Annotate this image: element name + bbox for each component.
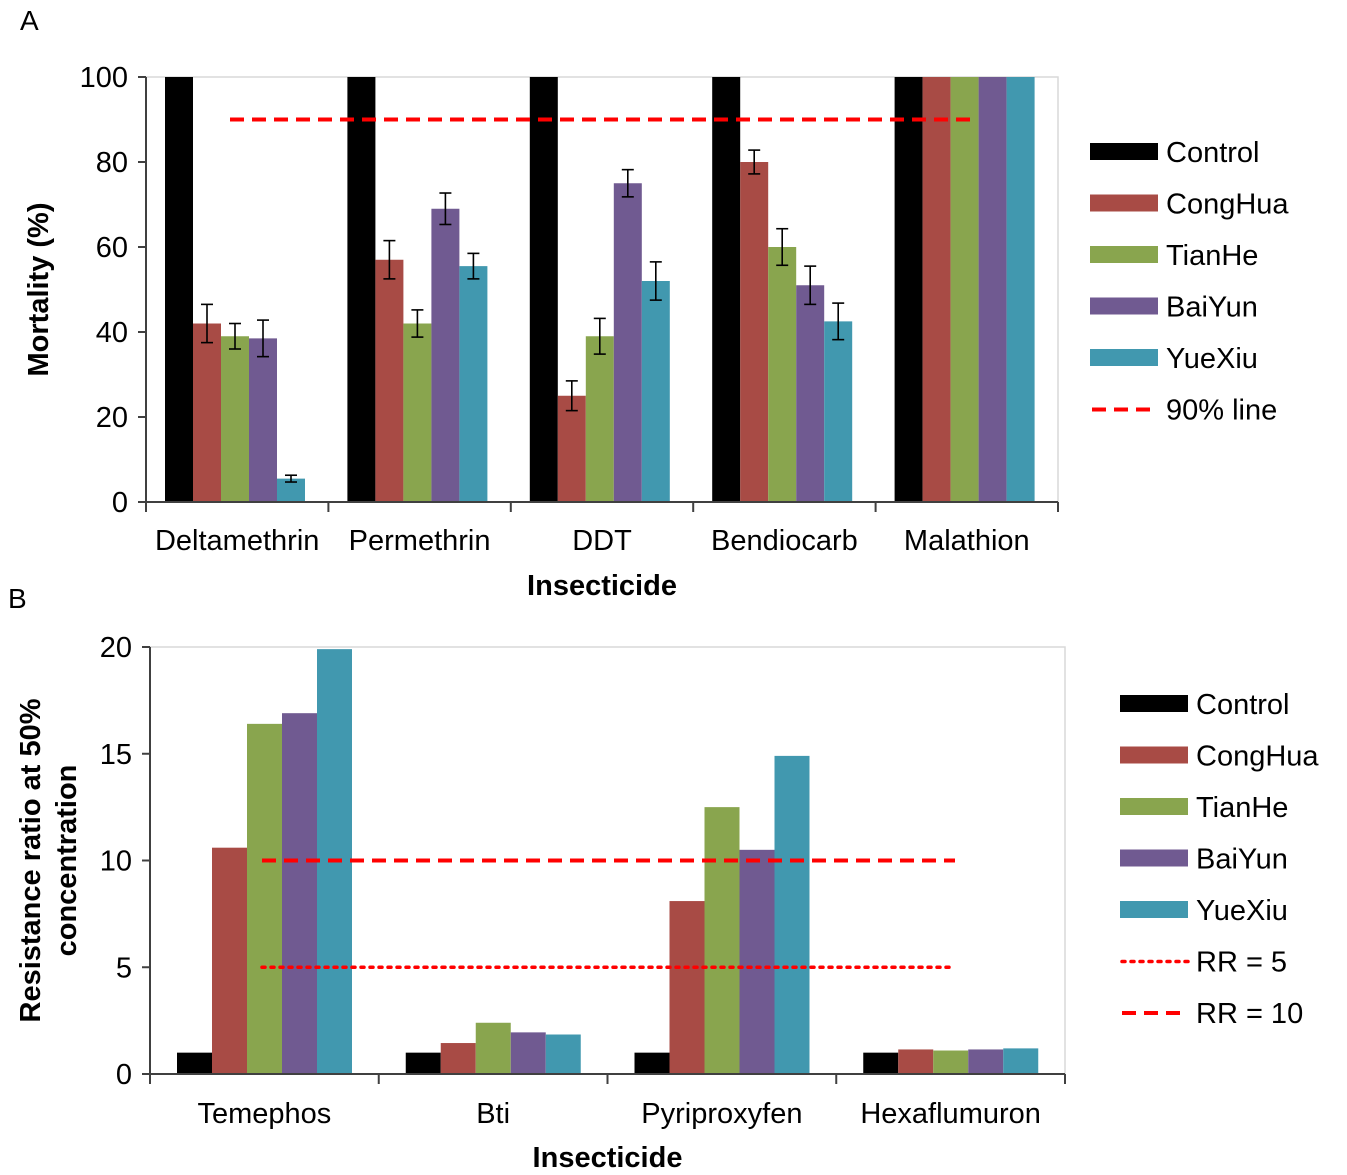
bar-yuexiu-malathion [1006,77,1035,502]
legend-label-conghua: CongHua [1166,189,1289,221]
bar-baiyun-ddt [613,183,642,502]
bar-tianhe-pyriproxyfen [704,807,740,1074]
legend-label-rr-5: RR = 5 [1196,947,1287,979]
bar-baiyun-bti [510,1032,546,1074]
bar-tianhe-bendiocarb [768,247,797,502]
x-tick-label-permethrin: Permethrin [349,525,491,557]
bar-conghua-hexaflumuron [898,1049,934,1074]
bar-baiyun-hexaflumuron [968,1049,1004,1074]
bar-conghua-pyriproxyfen [669,901,705,1074]
legend-label-control: Control [1166,137,1260,169]
y-tick-label: 5 [116,952,132,984]
panel-label: A [20,5,39,36]
x-axis-title: Insecticide [527,570,677,600]
bar-baiyun-pyriproxyfen [739,849,775,1074]
y-tick-label: 20 [100,632,132,664]
legend-label-90-line: 90% line [1166,395,1277,427]
y-tick-label: 100 [80,62,128,94]
bar-conghua-permethrin [375,259,404,502]
bar-tianhe-hexaflumuron [933,1050,969,1074]
bar-control-temephos [177,1052,212,1074]
x-tick-label-pyriproxyfen: Pyriproxyfen [641,1098,802,1130]
y-tick-label: 80 [96,147,128,179]
bar-tianhe-deltamethrin [221,336,249,502]
legend-swatch-conghua [1090,194,1158,212]
bar-control-ddt [529,77,558,502]
legend-swatch-yuexiu [1090,349,1158,366]
x-tick-label-ddt: DDT [572,525,632,557]
legend-swatch-control [1090,143,1158,160]
legend-label-yuexiu: YueXiu [1196,895,1288,927]
x-tick-label-temephos: Temephos [197,1098,331,1130]
legend-label-baiyun: BaiYun [1166,292,1258,324]
chart-panel-b: B 0 5 10 15 20 Temephos Bti Pyriproxyfen Hexaflum… [0,580,1347,1174]
bar-baiyun-bendiocarb [796,285,825,502]
y-tick-label: 60 [96,232,128,264]
bar-tianhe-ddt [585,336,614,502]
legend-swatch-conghua [1120,746,1188,764]
x-tick-label-bti: Bti [476,1098,510,1130]
chart-panel-a: A 0 20 40 60 80 100 Deltamethrin Permethrin DDT Be… [20,5,1289,602]
bar-control-pyriproxyfen [634,1052,670,1074]
chart-a-svg: A 0 20 40 60 80 100 Deltamethrin Permethrin DDT Be… [20,5,1289,602]
bar-control-bendiocarb [712,77,741,502]
y-axis-title-line: Resistance ratio at 50% [15,698,47,1022]
bar-control-hexaflumuron [863,1052,899,1074]
legend-swatch-tianhe [1120,798,1188,815]
y-axis-title: Mortality (%) [23,203,55,377]
legend-swatch-yuexiu [1120,901,1188,918]
bar-conghua-bti [440,1043,476,1074]
legend-label-baiyun: BaiYun [1196,844,1288,876]
x-tick-label-hexaflumuron: Hexaflumuron [860,1098,1041,1130]
y-tick-label: 0 [116,1059,132,1091]
bar-control-permethrin [347,77,376,502]
bar-baiyun-temephos [282,713,317,1074]
legend-label-yuexiu: YueXiu [1166,343,1258,375]
bar-tianhe-bti [475,1022,511,1074]
x-tick-label-deltamethrin: Deltamethrin [155,525,319,557]
y-tick-label: 40 [96,317,128,349]
legend-label-conghua: CongHua [1196,741,1319,773]
y-tick-label: 20 [96,402,128,434]
bar-conghua-ddt [557,395,586,502]
x-axis-title: Insecticide [533,1142,683,1170]
bar-conghua-malathion [922,77,951,502]
bar-yuexiu-deltamethrin [277,478,305,502]
bar-baiyun-malathion [978,77,1007,502]
y-tick-label: 0 [112,487,128,519]
bar-yuexiu-ddt [641,281,670,502]
legend-swatch-tianhe [1090,246,1158,263]
y-tick-label: 10 [100,846,132,878]
bar-baiyun-deltamethrin [249,338,277,502]
bar-control-malathion [894,77,923,502]
bar-tianhe-malathion [950,77,979,502]
bar-yuexiu-pyriproxyfen [774,755,810,1074]
bar-yuexiu-hexaflumuron [1003,1048,1039,1074]
bar-control-bti [405,1052,441,1074]
legend-swatch-control [1120,695,1188,712]
legend-label-tianhe: TianHe [1196,792,1288,824]
bar-control-deltamethrin [165,77,193,502]
bar-baiyun-permethrin [431,208,460,502]
bar-tianhe-permethrin [403,323,432,502]
legend-label-rr-10: RR = 10 [1196,998,1303,1030]
bar-yuexiu-permethrin [459,266,488,502]
legend-swatch-baiyun [1090,297,1158,315]
y-tick-label: 15 [100,739,132,771]
bar-yuexiu-bendiocarb [824,321,853,502]
panel-label: B [8,583,27,614]
x-tick-label-bendiocarb: Bendiocarb [711,525,858,557]
legend-swatch-baiyun [1120,849,1188,867]
x-tick-label-malathion: Malathion [904,525,1030,557]
legend-label-control: Control [1196,689,1290,721]
chart-b-svg: B 0 5 10 15 20 Temephos Bti Pyriproxyfen Hexaflum… [8,583,1319,1174]
y-axis-title-line: concentration [51,765,83,957]
bar-yuexiu-bti [545,1034,581,1074]
bar-conghua-bendiocarb [740,162,769,502]
bar-conghua-temephos [212,847,247,1074]
bar-conghua-deltamethrin [193,323,221,502]
bar-tianhe-temephos [247,723,282,1074]
legend-label-tianhe: TianHe [1166,240,1258,272]
